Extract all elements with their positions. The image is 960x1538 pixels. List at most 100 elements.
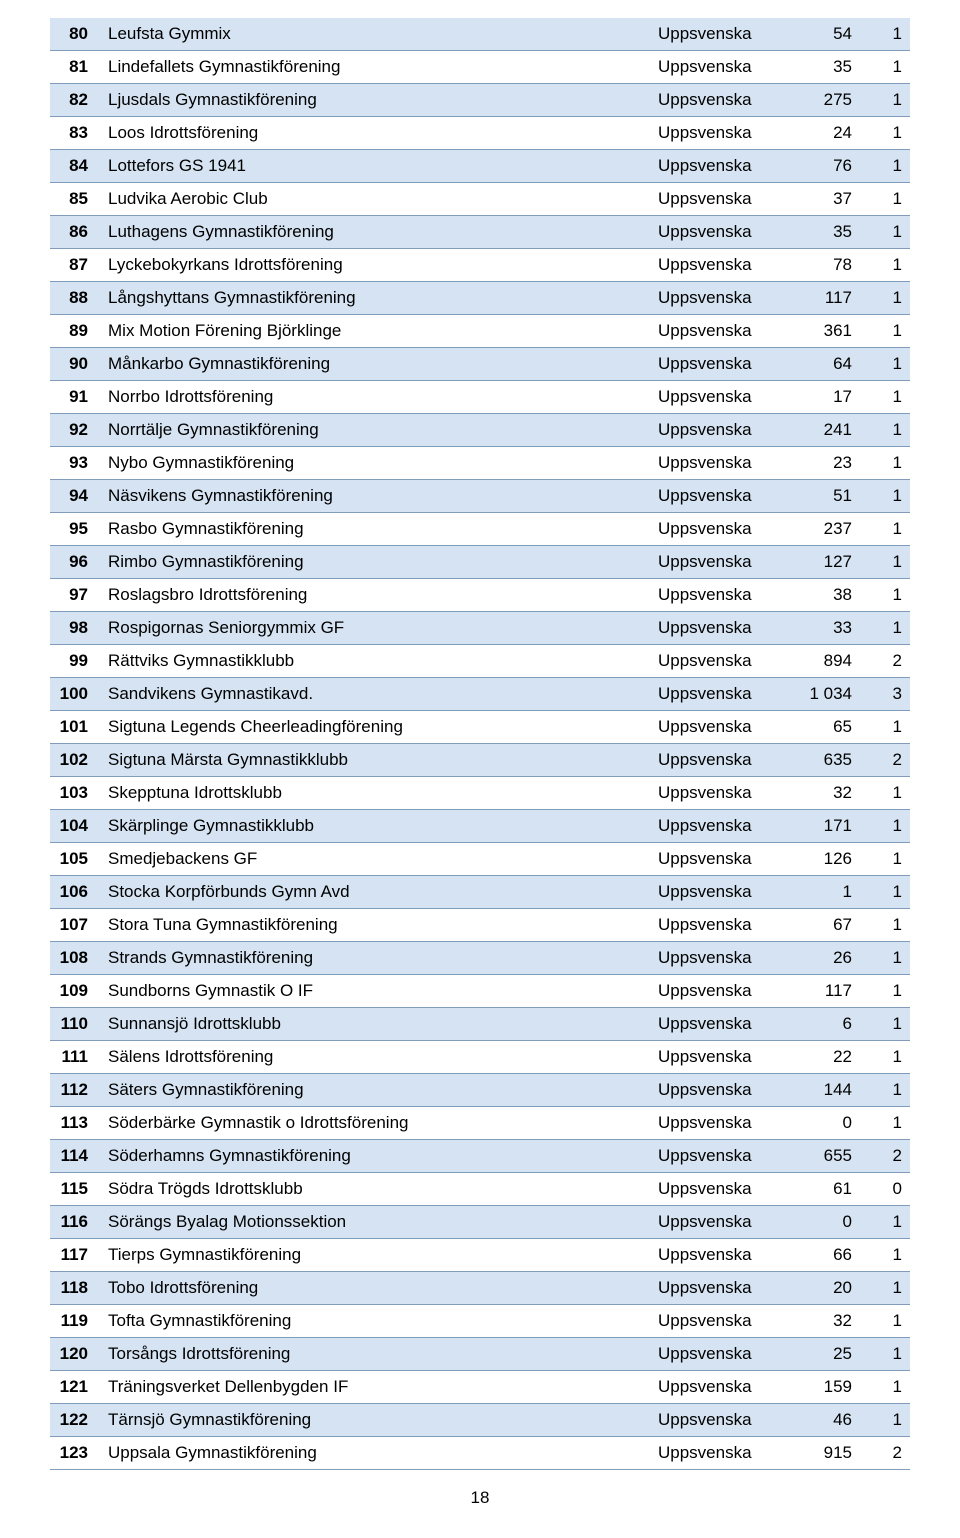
row-value-1: 78 [780,249,860,282]
table-row: 99Rättviks GymnastikklubbUppsvenska8942 [50,645,910,678]
row-region: Uppsvenska [650,1338,780,1371]
table-row: 88Långshyttans GymnastikföreningUppsvens… [50,282,910,315]
row-name: Lyckebokyrkans Idrottsförening [100,249,650,282]
table-row: 84Lottefors GS 1941Uppsvenska761 [50,150,910,183]
row-value-1: 26 [780,942,860,975]
row-number: 94 [50,480,100,513]
table-row: 108Strands GymnastikföreningUppsvenska26… [50,942,910,975]
row-value-2: 1 [860,1272,910,1305]
row-region: Uppsvenska [650,1041,780,1074]
table-row: 105Smedjebackens GFUppsvenska1261 [50,843,910,876]
table-row: 87Lyckebokyrkans IdrottsföreningUppsvens… [50,249,910,282]
row-number: 115 [50,1173,100,1206]
table-row: 92Norrtälje GymnastikföreningUppsvenska2… [50,414,910,447]
row-region: Uppsvenska [650,1272,780,1305]
row-number: 114 [50,1140,100,1173]
row-value-1: 65 [780,711,860,744]
row-value-1: 32 [780,1305,860,1338]
table-row: 94Näsvikens GymnastikföreningUppsvenska5… [50,480,910,513]
row-value-1: 66 [780,1239,860,1272]
row-number: 106 [50,876,100,909]
row-region: Uppsvenska [650,975,780,1008]
row-number: 80 [50,18,100,51]
row-name: Tierps Gymnastikförening [100,1239,650,1272]
row-name: Tärnsjö Gymnastikförening [100,1404,650,1437]
table-row: 89Mix Motion Förening BjörklingeUppsvens… [50,315,910,348]
row-name: Söderbärke Gymnastik o Idrottsförening [100,1107,650,1140]
row-name: Norrtälje Gymnastikförening [100,414,650,447]
row-value-1: 54 [780,18,860,51]
row-number: 85 [50,183,100,216]
row-number: 119 [50,1305,100,1338]
row-region: Uppsvenska [650,84,780,117]
row-value-1: 117 [780,282,860,315]
row-value-1: 159 [780,1371,860,1404]
row-name: Träningsverket Dellenbygden IF [100,1371,650,1404]
row-number: 88 [50,282,100,315]
row-region: Uppsvenska [650,1140,780,1173]
table-row: 106Stocka Korpförbunds Gymn AvdUppsvensk… [50,876,910,909]
row-region: Uppsvenska [650,777,780,810]
row-value-1: 1 034 [780,678,860,711]
row-value-1: 37 [780,183,860,216]
row-name: Rättviks Gymnastikklubb [100,645,650,678]
row-number: 123 [50,1437,100,1470]
row-value-2: 1 [860,612,910,645]
row-value-1: 0 [780,1206,860,1239]
row-value-2: 1 [860,810,910,843]
row-region: Uppsvenska [650,1404,780,1437]
table-row: 86Luthagens GymnastikföreningUppsvenska3… [50,216,910,249]
row-number: 109 [50,975,100,1008]
row-number: 89 [50,315,100,348]
row-value-2: 1 [860,51,910,84]
row-name: Stora Tuna Gymnastikförening [100,909,650,942]
row-value-1: 24 [780,117,860,150]
row-name: Rospigornas Seniorgymmix GF [100,612,650,645]
row-value-1: 67 [780,909,860,942]
row-region: Uppsvenska [650,546,780,579]
row-value-2: 1 [860,315,910,348]
row-region: Uppsvenska [650,579,780,612]
row-region: Uppsvenska [650,711,780,744]
row-name: Sunnansjö Idrottsklubb [100,1008,650,1041]
row-value-2: 2 [860,1437,910,1470]
row-name: Sörängs Byalag Motionssektion [100,1206,650,1239]
table-row: 90Månkarbo GymnastikföreningUppsvenska64… [50,348,910,381]
row-value-2: 1 [860,1107,910,1140]
row-value-2: 1 [860,1041,910,1074]
row-value-1: 6 [780,1008,860,1041]
row-value-1: 655 [780,1140,860,1173]
row-name: Sundborns Gymnastik O IF [100,975,650,1008]
row-name: Tobo Idrottsförening [100,1272,650,1305]
row-value-1: 46 [780,1404,860,1437]
table-row: 103Skepptuna IdrottsklubbUppsvenska321 [50,777,910,810]
row-number: 82 [50,84,100,117]
table-row: 80Leufsta GymmixUppsvenska541 [50,18,910,51]
row-value-1: 171 [780,810,860,843]
row-region: Uppsvenska [650,1437,780,1470]
row-region: Uppsvenska [650,1239,780,1272]
row-name: Ludvika Aerobic Club [100,183,650,216]
row-value-2: 1 [860,711,910,744]
row-value-2: 1 [860,117,910,150]
row-name: Leufsta Gymmix [100,18,650,51]
table-row: 82Ljusdals GymnastikföreningUppsvenska27… [50,84,910,117]
table-row: 85Ludvika Aerobic ClubUppsvenska371 [50,183,910,216]
row-name: Ljusdals Gymnastikförening [100,84,650,117]
row-number: 103 [50,777,100,810]
row-name: Näsvikens Gymnastikförening [100,480,650,513]
table-row: 102Sigtuna Märsta GymnastikklubbUppsvens… [50,744,910,777]
row-value-1: 117 [780,975,860,1008]
table-row: 83Loos IdrottsföreningUppsvenska241 [50,117,910,150]
row-name: Månkarbo Gymnastikförening [100,348,650,381]
table-row: 93Nybo GymnastikföreningUppsvenska231 [50,447,910,480]
row-number: 102 [50,744,100,777]
table-row: 81Lindefallets GymnastikföreningUppsvens… [50,51,910,84]
table-row: 107Stora Tuna GymnastikföreningUppsvensk… [50,909,910,942]
row-name: Torsångs Idrottsförening [100,1338,650,1371]
row-value-1: 237 [780,513,860,546]
table-row: 104Skärplinge GymnastikklubbUppsvenska17… [50,810,910,843]
page-number: 18 [50,1488,910,1508]
row-number: 117 [50,1239,100,1272]
row-value-2: 2 [860,645,910,678]
